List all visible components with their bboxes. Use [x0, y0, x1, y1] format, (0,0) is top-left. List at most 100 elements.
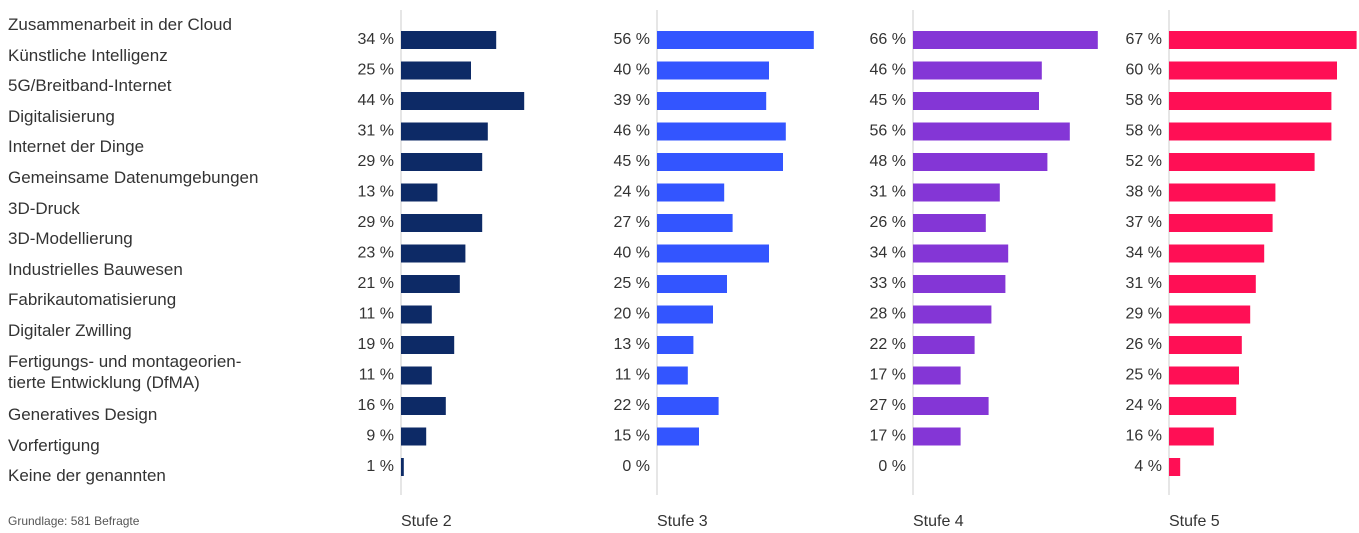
bar	[657, 397, 719, 415]
value-label: 44 %	[358, 92, 394, 109]
bar	[1169, 397, 1237, 415]
bar	[1169, 153, 1315, 171]
value-label: 16 %	[1126, 428, 1162, 445]
bar	[1169, 244, 1265, 263]
panel-title: Stufe 2	[401, 513, 452, 530]
value-label: 1 %	[366, 458, 394, 475]
value-label: 45 %	[614, 153, 650, 170]
category-label: Künstliche Intelligenz	[8, 45, 168, 65]
value-label: 31 %	[358, 123, 394, 140]
value-label: 34 %	[870, 245, 906, 262]
panel-title: Stufe 5	[1169, 513, 1220, 530]
bar	[1169, 92, 1332, 110]
value-label: 34 %	[358, 31, 394, 48]
bar	[657, 183, 725, 202]
value-label: 40 %	[614, 62, 650, 79]
value-label: 52 %	[1126, 153, 1162, 170]
value-label: 38 %	[1126, 184, 1162, 201]
value-label: 45 %	[870, 92, 906, 109]
value-label: 25 %	[358, 62, 394, 79]
value-label: 48 %	[870, 153, 906, 170]
bar	[913, 336, 975, 354]
bar	[913, 366, 961, 385]
category-label: Gemeinsame Datenumgebungen	[8, 168, 259, 187]
value-label: 29 %	[358, 153, 394, 170]
value-label: 28 %	[870, 306, 906, 323]
bar	[657, 427, 699, 446]
category-label: Fabrikautomatisierung	[8, 290, 177, 310]
bar	[913, 92, 1039, 110]
value-label: 9 %	[366, 428, 394, 445]
value-label: 40 %	[614, 245, 650, 262]
value-label: 0 %	[622, 458, 650, 475]
value-label: 66 %	[870, 31, 906, 48]
value-label: 67 %	[1126, 31, 1162, 48]
bar	[657, 336, 694, 354]
value-label: 15 %	[614, 428, 650, 445]
bar	[913, 305, 992, 324]
value-label: 19 %	[358, 336, 394, 353]
bar	[1169, 122, 1332, 141]
bar	[1169, 458, 1181, 476]
bar	[657, 122, 786, 141]
value-label: 37 %	[1126, 214, 1162, 231]
value-label: 13 %	[614, 336, 650, 353]
bar	[401, 183, 438, 202]
category-label: Fertigungs- und montageorien- tierte Ent…	[8, 351, 242, 392]
bar	[401, 397, 446, 415]
value-label: 21 %	[358, 275, 394, 292]
bar	[657, 366, 688, 385]
category-label: Internet der Dinge	[8, 137, 145, 157]
value-label: 16 %	[358, 397, 394, 414]
bar	[1169, 275, 1256, 293]
bar	[401, 275, 460, 293]
panel-title: Stufe 4	[913, 513, 964, 530]
bar	[657, 214, 733, 232]
bar	[401, 122, 488, 141]
bar	[657, 244, 769, 263]
bar	[401, 366, 432, 385]
value-label: 23 %	[358, 245, 394, 262]
bar	[401, 458, 404, 476]
value-label: 60 %	[1126, 62, 1162, 79]
bar	[913, 214, 986, 232]
bar	[401, 153, 483, 171]
value-label: 27 %	[614, 214, 650, 231]
bar	[1169, 305, 1251, 324]
category-label: 3D-Druck	[8, 198, 80, 218]
value-label: 46 %	[614, 123, 650, 140]
bar	[1169, 214, 1273, 232]
bar	[657, 31, 814, 49]
value-label: 56 %	[870, 123, 906, 140]
value-label: 26 %	[870, 214, 906, 231]
value-label: 39 %	[614, 92, 650, 109]
bar	[913, 122, 1070, 141]
category-label: Vorfertigung	[8, 435, 100, 455]
value-label: 4 %	[1134, 458, 1162, 475]
value-label: 0 %	[878, 458, 906, 475]
value-label: 11 %	[359, 306, 394, 323]
bar	[913, 31, 1098, 49]
bar	[913, 61, 1042, 80]
bar	[1169, 366, 1239, 385]
value-label: 17 %	[870, 367, 906, 384]
value-label: 24 %	[614, 184, 650, 201]
category-label: 3D-Modellierung	[8, 229, 133, 249]
bar	[657, 275, 727, 293]
category-label: Generatives Design	[8, 405, 158, 425]
note: Grundlage: 581 Befragte	[8, 514, 140, 528]
category-label: Keine der genannten	[8, 466, 166, 486]
bar	[401, 31, 497, 49]
value-label: 26 %	[1126, 336, 1162, 353]
value-label: 56 %	[614, 31, 650, 48]
value-label: 22 %	[614, 397, 650, 414]
bar	[913, 397, 989, 415]
bar	[401, 61, 471, 80]
bar	[1169, 61, 1337, 80]
bar	[657, 305, 713, 324]
bar	[1169, 31, 1357, 49]
bar	[657, 153, 783, 171]
bar	[401, 305, 432, 324]
value-label: 25 %	[1126, 367, 1162, 384]
